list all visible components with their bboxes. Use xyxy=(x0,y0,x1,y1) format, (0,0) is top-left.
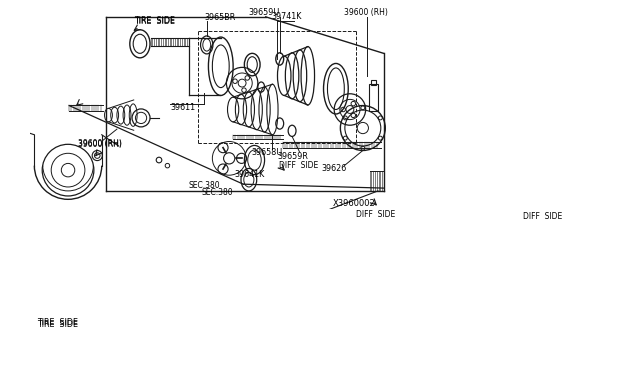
Text: 39600 (RH): 39600 (RH) xyxy=(77,139,122,148)
Text: 3965BR: 3965BR xyxy=(204,13,235,22)
Text: TIRE  SIDE: TIRE SIDE xyxy=(134,17,175,26)
Text: 39741K: 39741K xyxy=(271,12,301,21)
Text: 39659U: 39659U xyxy=(249,8,280,17)
Text: 39611: 39611 xyxy=(170,103,195,112)
Text: TIRE  SIDE: TIRE SIDE xyxy=(134,16,175,25)
Text: TIRE  SIDE: TIRE SIDE xyxy=(36,318,77,327)
Text: 39641K: 39641K xyxy=(235,170,265,179)
Text: 39600 (RH): 39600 (RH) xyxy=(344,8,388,17)
Text: DIFF  SIDE: DIFF SIDE xyxy=(523,212,562,221)
Text: SEC.380: SEC.380 xyxy=(201,187,233,196)
Bar xyxy=(371,80,376,85)
Text: 39600 (RH): 39600 (RH) xyxy=(77,140,122,150)
Text: SEC.380: SEC.380 xyxy=(188,181,220,190)
Text: DIFF  SIDE: DIFF SIDE xyxy=(278,161,318,170)
Text: X3960002: X3960002 xyxy=(333,199,376,208)
Text: 39658U: 39658U xyxy=(252,148,283,157)
Text: TIRE  SIDE: TIRE SIDE xyxy=(36,320,77,329)
Text: 39626: 39626 xyxy=(322,164,347,173)
Text: 39659R: 39659R xyxy=(277,152,308,161)
Text: DIFF  SIDE: DIFF SIDE xyxy=(356,210,395,219)
Bar xyxy=(369,84,378,111)
